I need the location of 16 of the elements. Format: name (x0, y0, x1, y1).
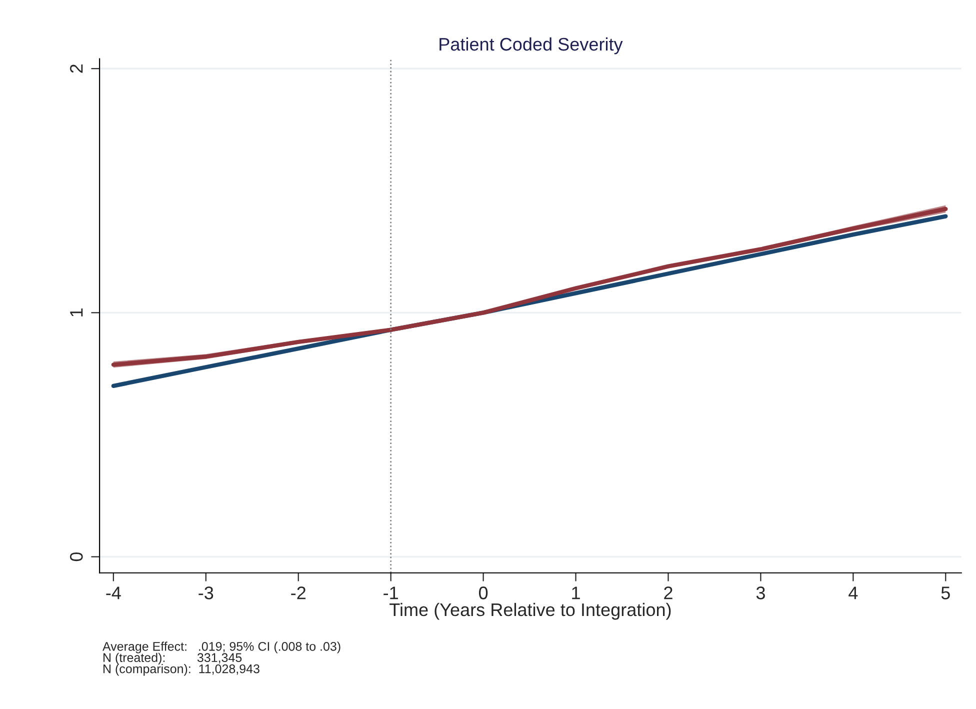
text: Average Effect: .019; 95% CI (.008 to .03) N (treated): 331,345 N (comparison): 11,028,943 (102, 642, 340, 676)
x-tick-label: -1 (384, 586, 398, 600)
x-axis-title: Time (Years Relative to Integration) (390, 602, 671, 620)
chart-title: Patient Coded Severity (440, 37, 623, 54)
y-tick-label: 2 (70, 64, 83, 73)
x-tick-label: 1 (572, 586, 580, 600)
x-tick-label: -4 (106, 586, 121, 600)
x-tick-label: 0 (478, 586, 488, 600)
x-tick-label: 2 (664, 586, 672, 600)
x-tick-label: 3 (756, 586, 765, 600)
x-tick-label: -2 (291, 586, 306, 600)
y-tick-label: 0 (70, 552, 83, 562)
x-tick-label: 4 (848, 586, 858, 600)
y-tick-label: 1 (70, 308, 83, 316)
x-tick-label: -3 (198, 586, 214, 600)
x-tick-label: 5 (941, 586, 950, 600)
